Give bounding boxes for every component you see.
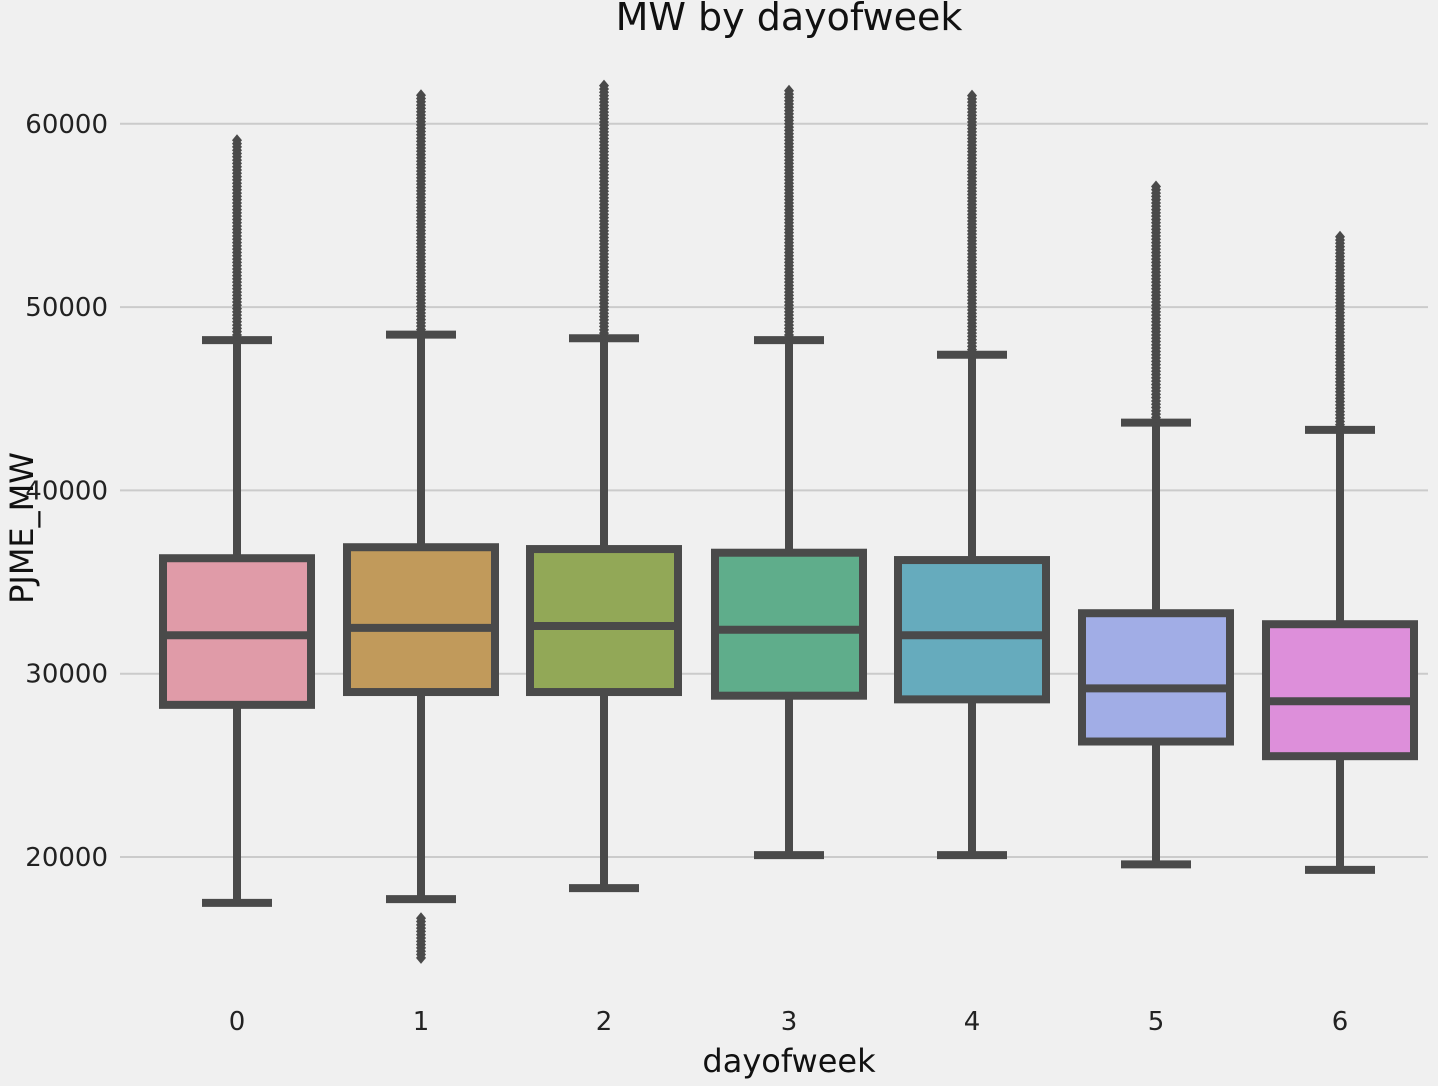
y-tick-label: 60000 xyxy=(25,110,108,140)
outlier-point xyxy=(967,89,977,102)
iqr-box xyxy=(894,556,1050,704)
outlier-point xyxy=(232,134,242,147)
x-tick-label: 2 xyxy=(596,1007,613,1037)
iqr-box xyxy=(711,548,867,700)
outlier-point xyxy=(1151,180,1161,193)
x-tick-labels: 0 1 2 3 4 5 6 xyxy=(229,1007,1349,1037)
x-tick-label: 6 xyxy=(1332,1007,1349,1037)
y-tick-label: 50000 xyxy=(25,293,108,323)
outlier-point xyxy=(599,79,609,92)
x-tick-label: 5 xyxy=(1148,1007,1165,1037)
x-tick-label: 3 xyxy=(781,1007,798,1037)
y-tick-label: 20000 xyxy=(25,843,108,873)
boxes xyxy=(159,79,1418,964)
grid-lines xyxy=(120,122,1428,858)
box-group-5 xyxy=(1078,180,1234,869)
iqr-box xyxy=(1262,620,1418,761)
box-group-0 xyxy=(159,134,315,907)
box-group-3 xyxy=(711,84,867,860)
box-group-6 xyxy=(1262,230,1418,874)
box-group-1 xyxy=(343,89,499,964)
chart-title: MW by dayofweek xyxy=(616,0,963,39)
y-axis-label: PJME_MW xyxy=(3,452,41,604)
iqr-box xyxy=(1078,609,1234,746)
box-group-2 xyxy=(526,79,682,893)
x-tick-label: 1 xyxy=(413,1007,430,1037)
y-tick-label: 40000 xyxy=(25,476,108,506)
outlier-point xyxy=(416,912,426,925)
y-tick-label: 30000 xyxy=(25,660,108,690)
iqr-box xyxy=(343,543,499,697)
x-axis-label: dayofweek xyxy=(702,1042,876,1080)
outlier-point xyxy=(416,89,426,102)
y-tick-labels: 20000 30000 40000 50000 60000 xyxy=(25,110,108,873)
outlier-point xyxy=(1335,230,1345,243)
x-tick-label: 4 xyxy=(964,1007,981,1037)
x-tick-label: 0 xyxy=(229,1007,246,1037)
box-group-4 xyxy=(894,89,1050,860)
iqr-box xyxy=(526,545,682,697)
outlier-point xyxy=(784,84,794,97)
